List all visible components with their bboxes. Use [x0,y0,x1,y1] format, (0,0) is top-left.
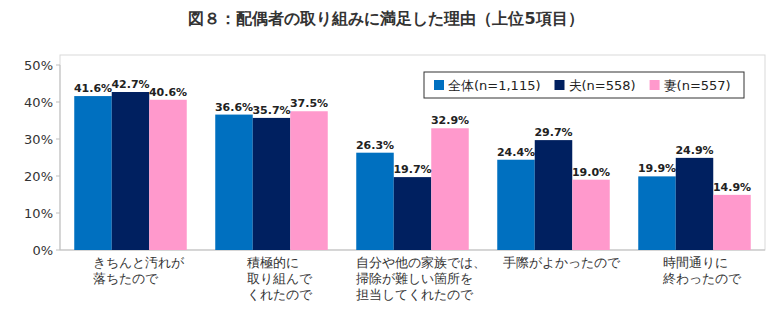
data-label: 19.7% [393,163,431,176]
y-tick-label: 50% [24,58,53,73]
data-label: 19.9% [638,162,676,175]
y-tick-label: 10% [24,206,53,221]
legend-label: 全体(n=1,115) [448,78,541,93]
bar [74,96,112,250]
data-label: 32.9% [431,114,469,127]
y-tick [56,65,60,66]
bar [713,195,751,250]
bar [112,92,150,250]
data-label: 29.7% [534,126,572,139]
legend-box [424,72,744,98]
bar [676,158,714,250]
x-tick-label-line: 担当してくれたので [356,287,474,302]
data-label: 36.6% [215,101,253,114]
data-label: 26.3% [356,139,394,152]
legend: 全体(n=1,115) 夫(n=558) 妻(n=557) [424,72,744,98]
y-tick [56,139,60,140]
bar [535,140,573,250]
legend-label: 妻(n=557) [664,78,731,93]
data-label: 24.4% [497,146,535,159]
x-tick-label: 手際がよかったので [503,255,621,270]
legend-swatch [555,80,565,90]
x-tick-label-line: 掃除が難しい箇所を [356,271,473,286]
x-tick-label: 時間通りに終わったので [662,255,742,286]
y-tick-label: 40% [24,95,53,110]
x-tick-label: 積極的に取り組んでくれたので [247,255,313,302]
legend-swatch [650,80,660,90]
bar [394,177,432,250]
data-label: 37.5% [290,97,328,110]
bar [497,160,535,250]
y-tick-label: 0% [32,243,53,258]
y-tick-label: 30% [24,132,53,147]
data-label: 24.9% [675,144,713,157]
chart: 図８：配偶者の取り組みに満足した理由（上位5項目） 0% 10% 20% 30% 40% 5… [0,0,773,317]
bar [253,118,291,250]
y-tick [56,102,60,103]
x-tick-label-line: 手際がよかったので [503,255,621,270]
data-label: 41.6% [74,82,112,95]
x-tick-label: 自分や他の家族では、掃除が難しい箇所を担当してくれたので [356,255,486,302]
x-tick-label-line: 終わったので [662,271,742,286]
x-tick-label-line: 落ちたので [93,271,159,286]
x-tick-label-line: 自分や他の家族では、 [356,255,486,270]
bar [290,111,328,250]
data-label: 19.0% [572,166,610,179]
bar [431,128,469,250]
plot-frame [60,55,765,250]
y-tick [56,250,60,251]
bar [638,176,676,250]
bars [74,92,751,250]
x-tick-label-line: 時間通りに [663,255,728,270]
data-label: 42.7% [111,78,149,91]
data-label: 35.7% [252,104,290,117]
y-axis [60,65,61,250]
bar [149,100,187,250]
bar [215,115,253,250]
y-tick [56,213,60,214]
bar [356,153,394,250]
x-tick-label-line: くれたので [247,287,313,302]
data-label: 14.9% [713,181,751,194]
y-tick [56,176,60,177]
legend-label: 夫(n=558) [569,78,636,93]
data-label: 40.6% [149,86,187,99]
title: 図８：配偶者の取り組みに満足した理由（上位5項目） [188,9,583,28]
bar [572,180,610,250]
legend-swatch [434,80,444,90]
y-tick-label: 20% [24,169,53,184]
x-tick-label-line: 積極的に [247,255,299,270]
x-tick-label-line: きちんと汚れが [93,255,185,270]
x-tick-label-line: 取り組んで [247,271,313,286]
x-tick-label: きちんと汚れが落ちたので [93,255,185,286]
